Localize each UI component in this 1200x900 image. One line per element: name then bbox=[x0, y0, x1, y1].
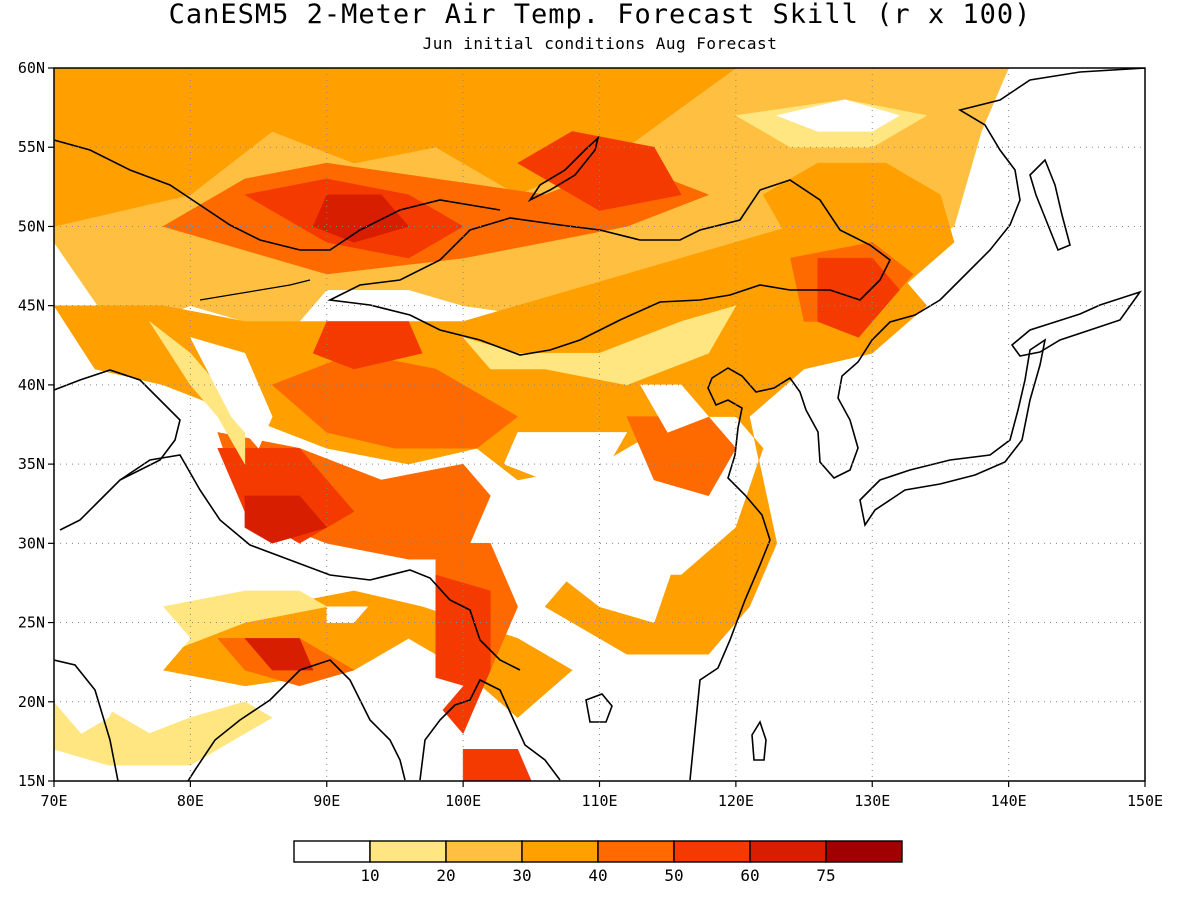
colorbar-label: 20 bbox=[436, 866, 455, 885]
skill-region-22 bbox=[149, 321, 246, 466]
tarim-lakes bbox=[199, 279, 311, 301]
chart-title: CanESM5 2-Meter Air Temp. Forecast Skill… bbox=[168, 0, 1032, 30]
y-tick-label: 20N bbox=[18, 693, 45, 711]
colorbar-swatch-5 bbox=[673, 840, 751, 863]
y-tick-label: 60N bbox=[18, 59, 45, 77]
hainan-coastline bbox=[585, 693, 613, 723]
colorbar-swatch-1 bbox=[369, 840, 447, 863]
colorbar-label: 30 bbox=[512, 866, 531, 885]
indochina-coastline bbox=[419, 678, 561, 781]
korea-coastline bbox=[805, 68, 1145, 479]
skill-region-27 bbox=[54, 479, 191, 734]
x-tick-label: 130E bbox=[854, 792, 890, 810]
china-coastline bbox=[689, 367, 807, 781]
japan-coastline bbox=[859, 338, 1047, 528]
colorbar-label: 50 bbox=[664, 866, 683, 885]
x-tick-label: 70E bbox=[40, 792, 67, 810]
mongolia-border bbox=[327, 179, 892, 356]
colorbar-label: 60 bbox=[740, 866, 759, 885]
colorbar-swatch-0 bbox=[293, 840, 371, 863]
coastlines bbox=[54, 68, 1145, 781]
colorbar-swatch-7 bbox=[825, 840, 903, 863]
kazakh-border bbox=[54, 139, 501, 251]
skill-region-28 bbox=[189, 336, 273, 449]
x-tick-label: 140E bbox=[991, 792, 1027, 810]
skill-region-21 bbox=[244, 638, 314, 671]
skill-region-32 bbox=[639, 384, 710, 433]
sakhalin-coastline bbox=[1029, 158, 1071, 252]
central-asia-border bbox=[54, 369, 181, 531]
taiwan-coastline bbox=[751, 720, 767, 761]
colorbar-swatch-2 bbox=[445, 840, 523, 863]
x-tick-label: 120E bbox=[718, 792, 754, 810]
colorbar-swatch-3 bbox=[521, 840, 599, 863]
x-tick-label: 110E bbox=[581, 792, 617, 810]
hokkaido-coastline bbox=[1010, 290, 1143, 357]
colorbar-label: 75 bbox=[816, 866, 835, 885]
colorbar: 10 20 30 40 50 60 75 bbox=[293, 840, 903, 885]
y-tick-label: 50N bbox=[18, 217, 45, 235]
india-west-coastline bbox=[54, 659, 119, 781]
y-tick-label: 45N bbox=[18, 297, 45, 315]
y-tick-label: 25N bbox=[18, 614, 45, 632]
chart-subtitle: Jun initial conditions Aug Forecast bbox=[422, 34, 778, 53]
y-tick-label: 35N bbox=[18, 455, 45, 473]
x-tick-label: 90E bbox=[313, 792, 340, 810]
y-tick-label: 30N bbox=[18, 534, 45, 552]
skill-region-24 bbox=[54, 669, 273, 766]
colorbar-label: 10 bbox=[360, 866, 379, 885]
colorbar-swatch-4 bbox=[597, 840, 675, 863]
tibet-border bbox=[119, 454, 521, 671]
skill-region-31 bbox=[775, 99, 901, 132]
colorbar-swatch-6 bbox=[749, 840, 827, 863]
y-tick-label: 55N bbox=[18, 138, 45, 156]
skill-region-15 bbox=[312, 321, 423, 370]
skill-region-25 bbox=[462, 305, 737, 386]
baikal-lake bbox=[527, 135, 600, 203]
x-tick-label: 100E bbox=[445, 792, 481, 810]
x-tick-label: 150E bbox=[1127, 792, 1163, 810]
bengal-coastline bbox=[187, 659, 406, 781]
skill-region-14 bbox=[817, 257, 900, 338]
gridlines bbox=[54, 68, 1145, 781]
skill-region-1 bbox=[54, 68, 737, 227]
colorbar-label: 40 bbox=[588, 866, 607, 885]
y-tick-label: 40N bbox=[18, 376, 45, 394]
skill-region-20 bbox=[244, 495, 328, 544]
x-tick-label: 80E bbox=[177, 792, 204, 810]
axis-ticks: 70E 80E 90E 100E 110E 120E 130E 140E 150E 15N 20N 2… bbox=[18, 59, 1163, 810]
skill-region-19 bbox=[312, 194, 410, 243]
y-tick-label: 15N bbox=[18, 772, 45, 790]
